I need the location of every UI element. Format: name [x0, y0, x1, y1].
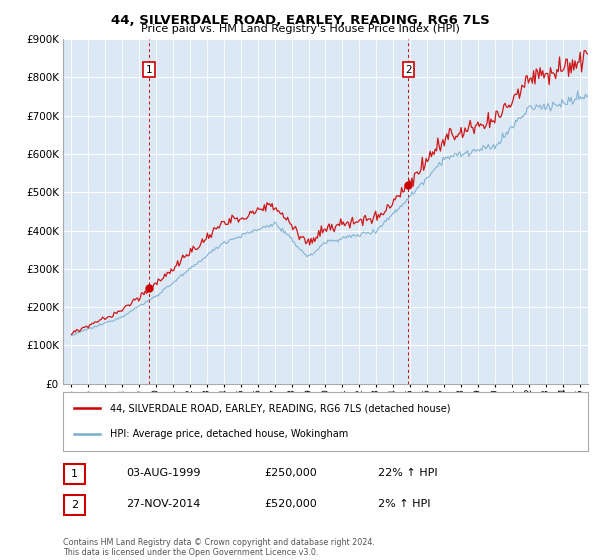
Text: £250,000: £250,000: [264, 468, 317, 478]
Text: 2% ↑ HPI: 2% ↑ HPI: [378, 499, 431, 509]
Text: 2: 2: [405, 65, 412, 75]
Text: HPI: Average price, detached house, Wokingham: HPI: Average price, detached house, Woki…: [110, 430, 349, 440]
Text: 1: 1: [71, 469, 78, 479]
Text: 2: 2: [71, 500, 78, 510]
Text: 44, SILVERDALE ROAD, EARLEY, READING, RG6 7LS: 44, SILVERDALE ROAD, EARLEY, READING, RG…: [110, 14, 490, 27]
Text: 27-NOV-2014: 27-NOV-2014: [126, 499, 200, 509]
Text: 44, SILVERDALE ROAD, EARLEY, READING, RG6 7LS (detached house): 44, SILVERDALE ROAD, EARLEY, READING, RG…: [110, 403, 451, 413]
Text: £520,000: £520,000: [264, 499, 317, 509]
Text: Price paid vs. HM Land Registry's House Price Index (HPI): Price paid vs. HM Land Registry's House …: [140, 24, 460, 34]
Text: Contains HM Land Registry data © Crown copyright and database right 2024.
This d: Contains HM Land Registry data © Crown c…: [63, 538, 375, 557]
Text: 1: 1: [146, 65, 152, 75]
Text: 22% ↑ HPI: 22% ↑ HPI: [378, 468, 437, 478]
Text: 03-AUG-1999: 03-AUG-1999: [126, 468, 200, 478]
